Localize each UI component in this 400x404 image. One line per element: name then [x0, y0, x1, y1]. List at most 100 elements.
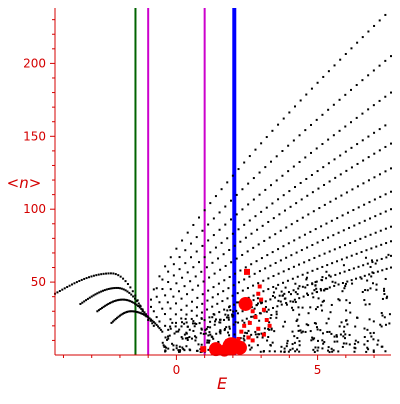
black-data-point [280, 290, 283, 293]
black-data-point [141, 309, 144, 312]
black-data-point [321, 143, 324, 146]
black-data-point [285, 301, 288, 304]
black-data-point [311, 244, 314, 247]
black-data-point [261, 336, 264, 339]
black-data-point [378, 128, 381, 131]
black-data-point [116, 316, 119, 319]
black-data-point [172, 295, 175, 298]
black-data-point [390, 55, 392, 58]
black-data-point [296, 219, 299, 222]
black-data-point [302, 295, 305, 298]
black-data-point [177, 330, 180, 333]
x-tick-label: 0 [173, 363, 181, 377]
black-data-point [161, 288, 164, 291]
black-data-point [384, 170, 387, 173]
black-data-point [294, 282, 297, 285]
black-data-point [296, 337, 299, 340]
black-data-point [353, 350, 356, 353]
black-data-point [131, 310, 134, 313]
black-data-point [384, 210, 387, 213]
black-data-point [256, 297, 259, 300]
black-data-point [378, 99, 381, 102]
black-data-point [134, 302, 136, 305]
black-data-point [219, 332, 222, 335]
black-data-point [164, 345, 167, 348]
black-data-point [390, 208, 392, 211]
black-data-point [321, 309, 324, 312]
black-data-point [95, 274, 98, 277]
black-data-point [374, 215, 377, 218]
black-data-point [271, 202, 274, 205]
black-data-point [380, 243, 383, 246]
black-data-point [130, 293, 133, 296]
black-data-point [306, 246, 309, 249]
black-data-point [346, 280, 349, 283]
black-data-point [314, 228, 317, 231]
black-data-point [190, 256, 192, 259]
black-data-point [282, 117, 285, 120]
black-data-point [228, 327, 231, 330]
black-data-point [313, 256, 316, 259]
black-data-point [232, 284, 235, 287]
black-data-point [140, 307, 143, 310]
black-data-point [228, 275, 231, 278]
black-data-point [287, 350, 290, 353]
black-data-point [206, 326, 209, 329]
black-data-point [273, 350, 276, 353]
black-data-point [390, 91, 392, 94]
black-data-point [258, 193, 261, 196]
black-data-point [275, 313, 278, 316]
black-data-point [254, 313, 257, 316]
black-data-point [147, 319, 150, 322]
black-data-point [353, 224, 356, 227]
red-data-point [238, 296, 253, 311]
black-data-point [169, 325, 172, 328]
black-data-point [367, 74, 370, 77]
black-data-point [325, 222, 328, 225]
black-data-point [322, 299, 325, 302]
black-data-point [293, 341, 296, 344]
black-data-point [283, 320, 286, 323]
black-data-point [355, 277, 358, 280]
black-data-point [132, 301, 135, 304]
black-data-point [231, 232, 234, 235]
black-data-point [295, 202, 298, 205]
black-data-point [221, 300, 224, 303]
black-data-point [181, 337, 184, 340]
black-data-point [107, 272, 110, 275]
black-data-point [385, 256, 388, 259]
black-data-point [344, 52, 347, 55]
black-data-point [246, 332, 249, 335]
black-data-point [241, 208, 244, 211]
black-data-point [195, 349, 198, 352]
black-data-point [224, 264, 227, 267]
black-data-point [135, 299, 138, 302]
black-data-point [306, 194, 309, 197]
black-data-point [343, 287, 346, 290]
black-data-point [315, 326, 318, 329]
black-data-point [195, 306, 198, 309]
black-data-point [151, 322, 154, 325]
black-data-point [270, 327, 273, 330]
black-data-point [330, 219, 333, 222]
black-data-point [279, 229, 282, 232]
black-data-point [315, 280, 318, 283]
black-data-point [104, 304, 107, 307]
black-data-point [231, 174, 234, 177]
black-data-point [258, 333, 261, 336]
black-data-point [152, 288, 155, 291]
black-data-point [194, 339, 197, 342]
black-data-point [252, 315, 255, 318]
black-data-point [117, 315, 120, 318]
black-data-point [318, 254, 321, 257]
black-data-point [252, 299, 255, 302]
black-data-point [164, 294, 167, 297]
black-data-point [331, 350, 334, 353]
black-data-point [342, 335, 345, 338]
black-data-point [185, 313, 188, 316]
black-data-point [327, 70, 330, 73]
black-data-point [80, 278, 83, 281]
black-data-point [362, 159, 365, 162]
black-data-point [311, 191, 314, 194]
black-data-point [237, 228, 240, 231]
